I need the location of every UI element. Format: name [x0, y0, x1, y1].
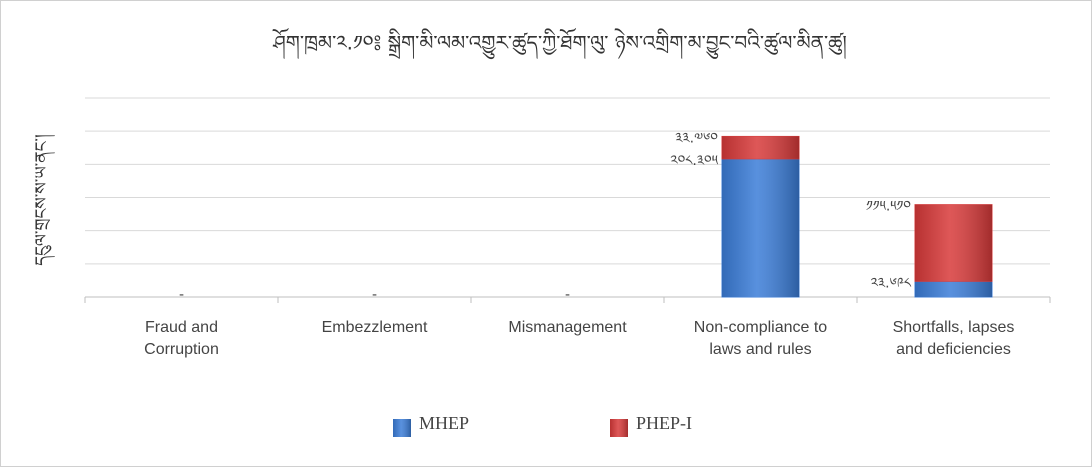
data-label: ༢༣.༦༩༨ — [871, 275, 912, 291]
x-tick-label: Shortfalls, lapses and deficiencies — [892, 319, 1015, 358]
bar-shade — [722, 136, 799, 159]
chart-title: ཤོག་ཁྲམ་༢.༡༠༔ སྒྲིག་མི་ལམ་འགྱུར་ཚུད་ཀྱི་… — [272, 28, 847, 60]
legend-swatch-shade — [610, 419, 628, 437]
x-tick-label: Non-compliance to laws and rules — [693, 319, 828, 358]
data-label: ༢༠༨.༣༠༥ — [670, 153, 718, 169]
bar-shade — [915, 281, 992, 297]
data-label: ༣༣.༧༦༠ — [675, 130, 718, 146]
data-label: ༡༡༥.༥༡༠ — [866, 199, 911, 215]
bar-shade — [915, 204, 992, 282]
legend-label: MHEP — [419, 413, 469, 433]
legend-swatch-shade — [393, 419, 411, 437]
x-tick-label: Embezzlement — [321, 319, 428, 336]
data-label: - — [372, 287, 377, 303]
x-tick-label: Fraud and Corruption — [144, 319, 219, 358]
x-tick-label: Mismanagement — [508, 319, 627, 336]
data-label: - — [565, 287, 570, 303]
bar-shade — [722, 158, 799, 297]
legend-label: PHEP-I — [636, 413, 692, 433]
data-label: - — [179, 287, 184, 303]
